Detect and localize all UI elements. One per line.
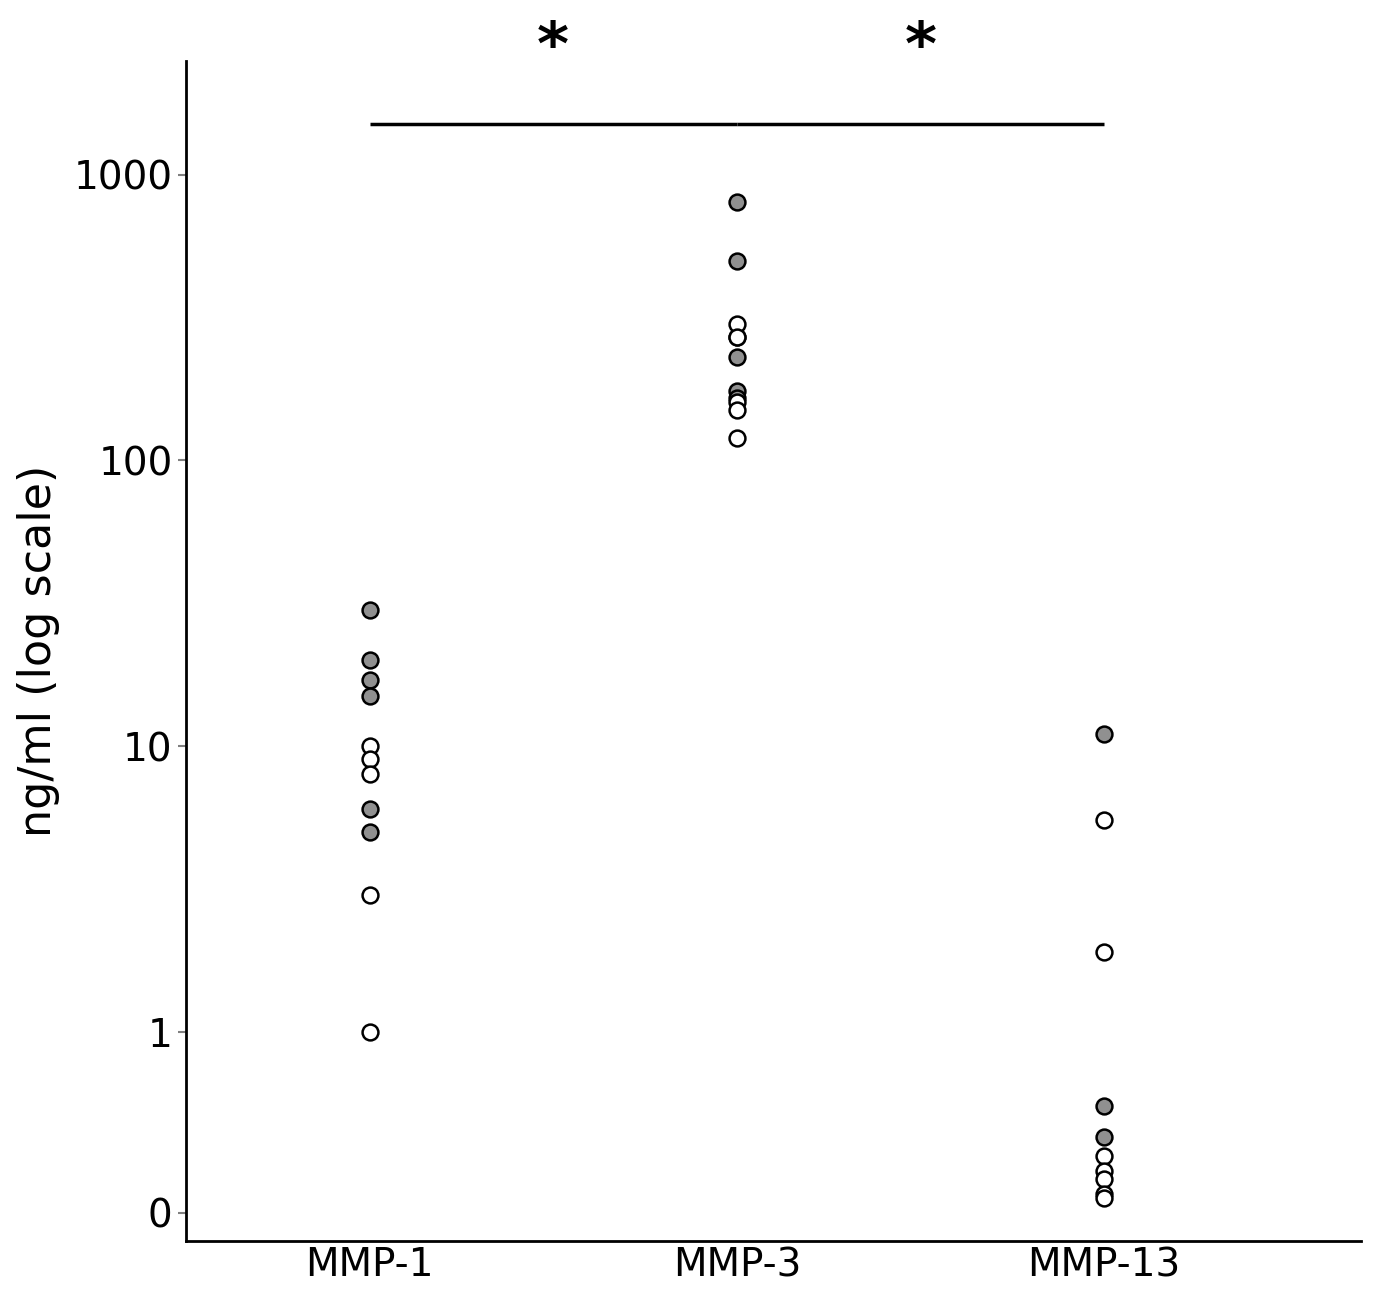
Point: [1093, 1160, 1115, 1181]
Point: [358, 822, 380, 843]
Text: *: *: [537, 20, 569, 78]
Text: *: *: [904, 20, 937, 78]
Point: [726, 346, 748, 367]
Point: [726, 327, 748, 347]
Point: [358, 600, 380, 621]
Point: [1093, 942, 1115, 963]
Point: [726, 250, 748, 271]
Point: [1093, 1188, 1115, 1209]
Point: [726, 193, 748, 213]
Point: [726, 392, 748, 412]
Point: [358, 649, 380, 670]
Point: [1093, 809, 1115, 830]
Point: [358, 735, 380, 756]
Point: [1093, 1127, 1115, 1147]
Point: [358, 748, 380, 769]
Point: [1093, 1184, 1115, 1205]
Point: [726, 427, 748, 448]
Point: [358, 1021, 380, 1042]
Point: [726, 380, 748, 401]
Point: [726, 314, 748, 334]
Y-axis label: ng/ml (log scale): ng/ml (log scale): [17, 466, 59, 838]
Point: [1093, 1095, 1115, 1116]
Point: [726, 399, 748, 420]
Point: [358, 686, 380, 706]
Point: [1093, 723, 1115, 744]
Point: [1093, 1145, 1115, 1166]
Point: [358, 799, 380, 820]
Point: [726, 327, 748, 347]
Point: [726, 388, 748, 409]
Point: [358, 885, 380, 905]
Point: [358, 670, 380, 691]
Point: [358, 764, 380, 785]
Point: [1093, 1168, 1115, 1189]
